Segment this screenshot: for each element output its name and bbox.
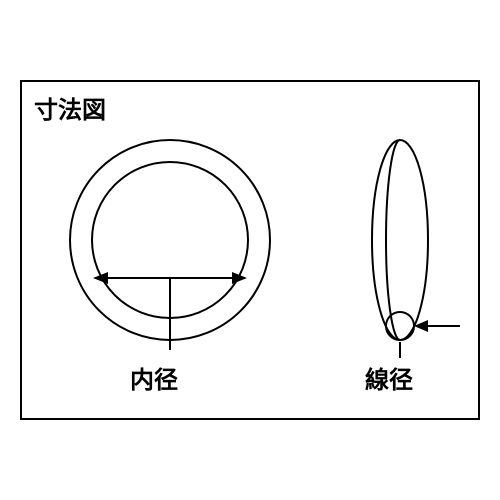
wire-diameter-label: 線径 — [365, 360, 413, 395]
diagram-container: 寸法図 内径 線径 — [20, 80, 480, 420]
diagram-title: 寸法図 — [34, 90, 106, 125]
inner-diameter-label: 内径 — [130, 360, 178, 395]
oring-front-view — [60, 130, 280, 350]
side-ellipse-outer — [372, 140, 428, 340]
wire-cross-section — [386, 312, 414, 340]
side-ellipse-inner-arc — [386, 140, 400, 340]
oring-side-view — [330, 130, 480, 360]
